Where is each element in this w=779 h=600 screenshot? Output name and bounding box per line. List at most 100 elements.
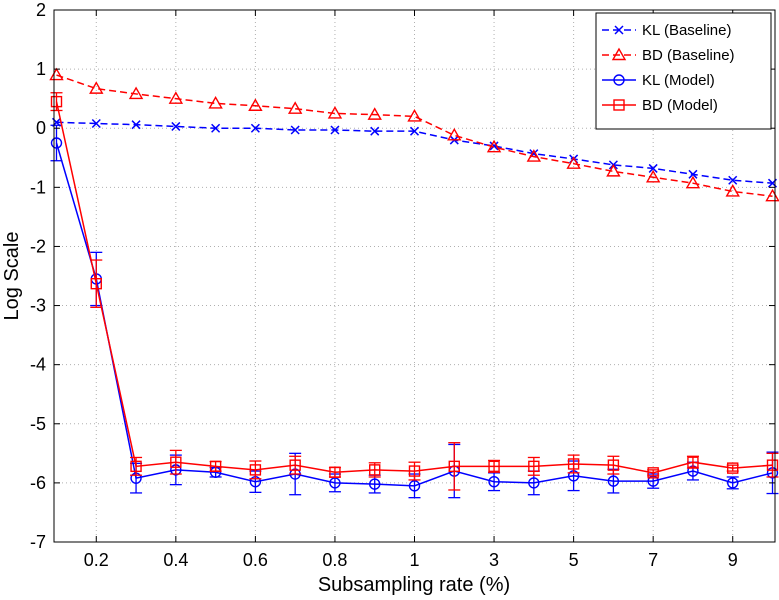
error-bar [607, 455, 620, 475]
error-bar [488, 459, 501, 473]
error-bar [289, 455, 302, 475]
series-layer [49, 67, 779, 499]
data-point [526, 149, 542, 162]
error-bar [249, 460, 262, 480]
y-tick-label: -7 [30, 532, 46, 552]
x-axis-label: Subsampling rate (%) [318, 574, 510, 596]
data-point [290, 125, 300, 135]
error-bar [726, 464, 739, 472]
data-point [488, 460, 500, 473]
data-point [170, 456, 182, 468]
error-bar [130, 456, 143, 476]
y-tick-label: 2 [36, 0, 46, 20]
error-bar [50, 92, 63, 112]
data-point [130, 460, 142, 473]
data-point [329, 466, 341, 478]
x-tick-label: 0.4 [163, 550, 188, 570]
x-tick-label: 0.2 [84, 550, 109, 570]
data-point [685, 175, 701, 189]
error-bar [448, 442, 461, 491]
data-point [766, 459, 779, 471]
data-point [687, 456, 699, 468]
legend-box [595, 12, 772, 130]
y-tick-label: -2 [30, 236, 46, 256]
error-bar [766, 452, 779, 478]
error-bar [726, 476, 739, 490]
x-tick-label: 0.8 [322, 550, 347, 570]
x-tick-label: 5 [569, 550, 579, 570]
x-tick-label: 3 [489, 550, 499, 570]
data-point [528, 460, 540, 473]
y-axis-label: Log Scale [1, 232, 23, 321]
legend-item: BD (Model) [602, 97, 718, 114]
legend-marker [613, 74, 625, 86]
error-bar [647, 469, 660, 477]
y-tick-label: -4 [30, 355, 46, 375]
legend-marker [613, 99, 625, 111]
data-point [208, 95, 223, 109]
legend-item: BD (Baseline) [602, 47, 735, 64]
legend: KL (Baseline) BD (Baseline) KL (Model) BD (… [595, 12, 772, 130]
data-point [688, 169, 698, 179]
data-point [488, 476, 500, 488]
data-point [211, 123, 221, 133]
legend-label: KL (Model) [642, 72, 715, 89]
legend-marker [611, 47, 627, 61]
error-bar [567, 454, 580, 474]
legend-item: KL (Model) [602, 72, 715, 89]
data-point [727, 477, 739, 489]
error-bar [50, 124, 63, 162]
legend-marker [614, 25, 624, 35]
data-point [209, 460, 222, 473]
data-point [645, 169, 661, 183]
data-point [607, 459, 620, 471]
y-tick-label: -6 [30, 473, 46, 493]
data-point [287, 101, 303, 114]
data-point [249, 464, 262, 476]
error-bar [169, 449, 182, 475]
data-point [567, 458, 580, 470]
data-point [607, 475, 620, 487]
data-point [367, 107, 382, 120]
data-point [566, 156, 581, 169]
y-tick-label: -3 [30, 296, 46, 316]
data-point [289, 459, 301, 471]
x-tick-label: 7 [648, 550, 658, 570]
error-bar [408, 461, 421, 481]
data-point [727, 462, 739, 474]
x-tick-label: 9 [728, 550, 738, 570]
series-3 [50, 92, 779, 491]
data-point [90, 277, 102, 290]
series-line [55, 101, 773, 474]
data-point [369, 464, 381, 476]
x-tick-label: 1 [409, 550, 419, 570]
data-point [171, 121, 181, 131]
data-point [486, 139, 502, 153]
axes-layer: -7 -6 -5 -4 -3 -2 -1 0 1 2 0.2 0.4 0.6 0.8 1 3 5 7 9 [30, 0, 775, 570]
data-point [647, 467, 659, 479]
data-point [49, 67, 64, 81]
data-point [50, 137, 63, 149]
data-point [327, 106, 343, 119]
data-point [369, 478, 381, 490]
data-point [606, 163, 621, 177]
data-point [91, 118, 101, 129]
data-point [409, 126, 420, 136]
legend-label: BD (Model) [642, 97, 718, 114]
data-point [250, 123, 260, 133]
data-point [725, 184, 740, 197]
series-line [56, 74, 773, 197]
x-tick-label: 0.6 [243, 550, 268, 570]
data-point [330, 125, 340, 135]
data-point [131, 120, 141, 130]
data-point [447, 127, 462, 141]
data-point [448, 460, 460, 473]
data-point [50, 95, 63, 108]
data-point [728, 175, 738, 185]
series-2 [50, 124, 779, 499]
data-point [89, 81, 104, 94]
error-bar [686, 455, 699, 469]
error-bar [527, 456, 540, 476]
data-point [528, 477, 540, 489]
